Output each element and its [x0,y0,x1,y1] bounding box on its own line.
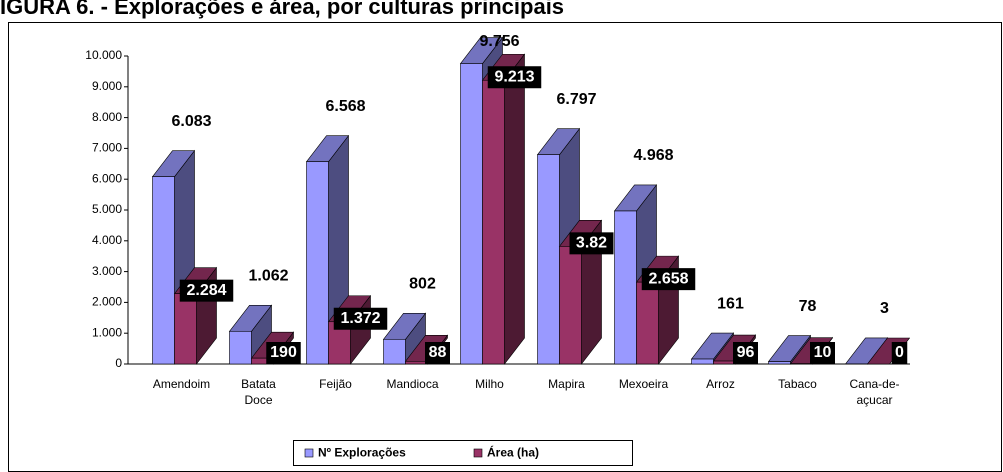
x-tick-label-box: Batata Doce [241,377,276,407]
value-label-box [810,342,835,364]
value-label: 6.797 [556,91,596,108]
value-label: 96 [737,344,755,361]
bar [558,219,603,365]
value-label: 161 [717,295,744,312]
bar-front [306,161,329,365]
y-tick-label: 7.000 [92,141,122,155]
x-tick-label-box: Mexoeira [618,377,669,391]
bar-front [405,360,428,365]
bar-front [537,154,560,365]
x-tick-label-box: Mapira [548,377,585,391]
value-label: 88 [429,344,447,361]
value-label: 2.284 [186,282,226,299]
x-tick-label: Cana-de-açucar [849,377,900,407]
value-label: 0 [895,344,904,361]
y-tick-label: 0 [115,356,122,370]
x-tick-label: Mapira [548,377,585,391]
x-tick-label-box: Tabaco [778,377,817,391]
y-tick-label: 3.000 [92,264,122,278]
y-tick-label: 2.000 [92,295,122,309]
bar-front [559,246,582,365]
value-label-box [425,342,450,364]
bar [481,53,526,365]
value-label: 10 [814,344,832,361]
value-label: 1.062 [248,268,288,285]
legend-label: Nº Explorações [318,446,406,460]
x-tick-label: Mandioca [386,377,439,391]
x-tick-label-box: Cana-de-açucar [849,377,900,407]
y-tick-label: 4.000 [92,233,122,247]
bar-front [383,338,406,365]
y-tick-label: 10.000 [85,48,122,62]
legend-swatch [473,448,483,458]
bar-front [713,360,736,365]
x-tick-label: Batata Doce [241,377,276,407]
bar-front [768,361,791,365]
y-tick-label: 1.000 [92,325,122,339]
x-tick-label: Mexoeira [618,377,669,391]
bar-front [152,176,175,365]
value-label: 9.756 [479,33,519,50]
value-label-box [733,342,758,364]
bar-front [174,293,197,365]
x-tick-label: Arroz [706,377,735,391]
value-label-box [569,232,614,255]
x-tick-label-box: Mandioca [386,377,439,391]
bar-front [229,330,252,365]
value-label: 3.82 [576,235,607,252]
legend-swatch [304,448,314,458]
y-tick-label: 9.000 [92,79,122,93]
value-label: 1.372 [340,310,380,327]
value-label: 3 [880,300,889,317]
value-label: 78 [799,298,817,315]
bar-side [504,53,525,365]
value-label-box [487,66,542,89]
bar [382,312,427,365]
x-tick-label-box: Milho [475,377,504,391]
value-label: 2.658 [648,270,688,287]
y-tick-label: 8.000 [92,110,122,124]
x-tick-label-box: Arroz [706,377,735,391]
y-tick-label: 6.000 [92,171,122,185]
x-tick-label: Feijão [319,377,352,391]
value-label: 6.083 [171,113,211,130]
bar-front [482,79,505,365]
bar-front [614,210,637,365]
x-tick-label: Amendoim [152,377,211,391]
legend-label: Área (ha) [487,445,539,460]
x-tick-label-box: Feijão [319,377,352,391]
legend [293,440,633,466]
bar-front [691,358,714,365]
x-tick-label-box: Amendoim [152,377,211,391]
chart-title: IGURA 6. - Explorações e área, por cultu… [0,0,564,19]
value-label-box [891,342,908,364]
bar-front [460,63,483,365]
bar-front [636,281,659,365]
y-tick-label: 5.000 [92,202,122,216]
value-label-box [179,279,234,302]
value-label: 4.968 [633,147,673,164]
value-label-box [266,342,301,364]
value-label: 9.213 [494,68,534,85]
value-label: 190 [270,344,297,361]
value-label-box [333,307,388,330]
x-tick-label: Milho [475,377,504,391]
x-tick-label: Tabaco [778,377,817,391]
value-label: 802 [409,276,436,293]
value-label: 6.568 [325,98,365,115]
value-label-box [641,268,696,291]
